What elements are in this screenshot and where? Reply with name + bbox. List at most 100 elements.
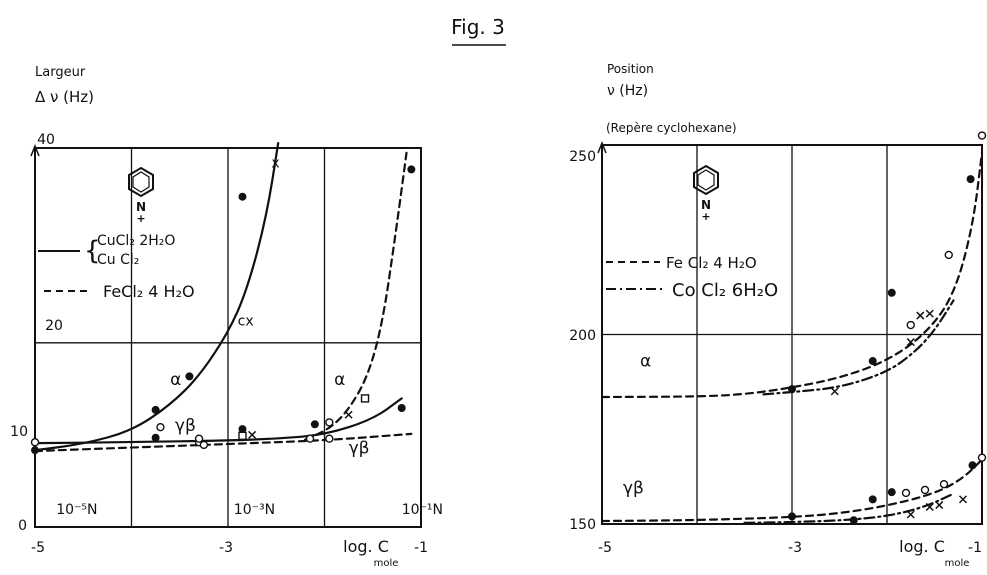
data-point-dot: [966, 175, 975, 184]
data-point-dot: [151, 405, 160, 414]
data-point-dot: [887, 288, 896, 297]
chart-width-xunit: mole: [374, 558, 399, 569]
data-point-dot: [407, 165, 416, 174]
chart-width-points: [30, 165, 416, 455]
chart-position-y-ticks: 150 200 250: [569, 149, 596, 533]
chart-position-points: [788, 131, 987, 525]
series-line-dashed: FeCl₂ 4 H₂O (γβ): [33, 432, 413, 453]
data-point-ring: [305, 434, 315, 443]
y-tick-label: 250: [569, 149, 596, 165]
y-tick-label: 20: [45, 318, 63, 334]
data-point-dot: [310, 420, 319, 429]
y-axis-arrow: [597, 140, 607, 154]
svg-text:+: +: [701, 210, 710, 223]
data-point-x: [344, 410, 353, 419]
data-point-dot: [868, 357, 877, 366]
data-point-x: [906, 338, 915, 347]
series-line-dashed: Fe Cl₂ 4 H₂O (α): [600, 151, 984, 399]
annotation-label: α: [334, 370, 345, 390]
annotation-label: cx: [238, 313, 254, 329]
data-point-dot: [238, 192, 247, 201]
y-axis-arrow: [30, 143, 40, 157]
series-line-dashdot: Co Cl₂ 6H₂O (γβ): [743, 492, 955, 524]
chart-width-grid: [30, 143, 421, 527]
y-tick-label: 40: [37, 132, 55, 148]
annotation-label: 10⁻⁵N: [56, 502, 97, 518]
data-point-square: [238, 431, 247, 441]
data-point-dot: [788, 512, 796, 521]
chart-width-y-ticks: 0 10 20 40: [10, 132, 63, 534]
data-point-x: [935, 501, 944, 510]
data-point-dot: [968, 461, 977, 470]
data-point-x: [958, 495, 968, 504]
data-point-x: [248, 430, 257, 439]
x-tick-label: -5: [598, 540, 612, 556]
annotation-label: 10⁻¹N: [402, 502, 443, 518]
data-point-x: [925, 309, 934, 318]
annotation-label: γβ: [623, 479, 644, 499]
chart-position-xunit: mole: [945, 558, 970, 569]
data-point-ring: [977, 131, 987, 140]
chart-position-series: Fe Cl₂ 4 H₂O (α)Co Cl₂ 6H₂O (α)Fe Cl₂ 4 …: [600, 151, 984, 524]
y-tick-label: 0: [18, 518, 27, 534]
chart-position-xlabel: log. C: [899, 537, 945, 556]
chart-position-ylabel-line1: Position: [607, 62, 654, 76]
chart-width-series: CuCl₂ 2H₂O / Cu Cl₂ (α)CuCl₂ 2H₂O / Cu C…: [33, 142, 413, 453]
legend-label-fecl2: Fe Cl₂ 4 H₂O: [666, 254, 757, 272]
chart-width-legend: { CuCl₂ 2H₂O Cu Cl₂ FeCl₂ 4 H₂O: [38, 233, 195, 301]
data-point-ring: [901, 488, 911, 498]
data-point-ring: [199, 440, 209, 450]
x-tick-label: -3: [788, 540, 802, 556]
data-point-dot: [185, 372, 194, 381]
chart-position-annotations: α γβ: [623, 352, 651, 499]
chart-position: Position ν (Hz) (Repère cyclohexane) 150…: [569, 62, 987, 569]
x-tick-label: -1: [968, 540, 982, 556]
legend-label-cucl2-hydrate: CuCl₂ 2H₂O: [97, 233, 175, 249]
data-point-x: [830, 387, 839, 396]
data-point-square: [360, 394, 370, 403]
series-line-solid: CuCl₂ 2H₂O / Cu Cl₂ (α): [33, 142, 280, 452]
data-point-ring: [920, 485, 930, 495]
data-point-dot: [151, 433, 160, 442]
annotation-label: α: [170, 370, 181, 390]
data-point-ring: [944, 250, 953, 260]
data-point-x: [925, 502, 934, 511]
x-tick-label: -5: [31, 540, 45, 556]
chart-width-ylabel-line1: Largeur: [35, 65, 86, 80]
legend-label-fecl2: FeCl₂ 4 H₂O: [103, 282, 195, 301]
annotation-label: γβ: [175, 416, 196, 436]
series-line-solid: CuCl₂ 2H₂O / Cu Cl₂ (γβ): [33, 397, 403, 445]
data-point-dot: [887, 488, 896, 497]
chart-position-legend: Fe Cl₂ 4 H₂O Co Cl₂ 6H₂O: [606, 254, 778, 301]
legend-label-cucl2: Cu Cl₂: [97, 252, 139, 268]
annotation-label: γβ: [349, 439, 370, 459]
data-point-ring: [156, 422, 165, 432]
chart-width-x-ticks: -5 -3 -1: [31, 540, 428, 556]
data-point-ring: [939, 480, 949, 489]
svg-text:N: N: [701, 198, 711, 212]
series-line-dashed: FeCl₂ 4 H₂O (α): [304, 151, 408, 441]
y-tick-label: 10: [10, 424, 28, 440]
chart-width-xlabel: log. C: [343, 537, 389, 556]
x-tick-label: -1: [414, 540, 428, 556]
pyridine-icon: N +: [128, 166, 154, 225]
data-point-ring: [30, 438, 40, 447]
data-point-dot: [849, 516, 858, 525]
data-point-dot: [868, 495, 877, 504]
pyridine-icon: N +: [693, 164, 719, 223]
chart-position-grid: [597, 140, 982, 524]
data-point-ring: [325, 434, 334, 443]
chart-position-ylabel-line2: ν (Hz): [607, 83, 648, 99]
data-point-x: [916, 311, 925, 320]
data-point-dot: [31, 446, 39, 455]
data-point-ring: [325, 418, 334, 427]
chart-width-ylabel-line2: Δ ν (Hz): [35, 88, 94, 106]
series-line-dashed: Fe Cl₂ 4 H₂O (γβ): [600, 458, 984, 523]
y-tick-label: 150: [569, 517, 596, 533]
annotation-label: α: [640, 352, 651, 372]
chart-width: Largeur Δ ν (Hz) 0 10 20 40 -5 -3 -1 log…: [10, 65, 443, 569]
x-tick-label: -3: [219, 540, 233, 556]
